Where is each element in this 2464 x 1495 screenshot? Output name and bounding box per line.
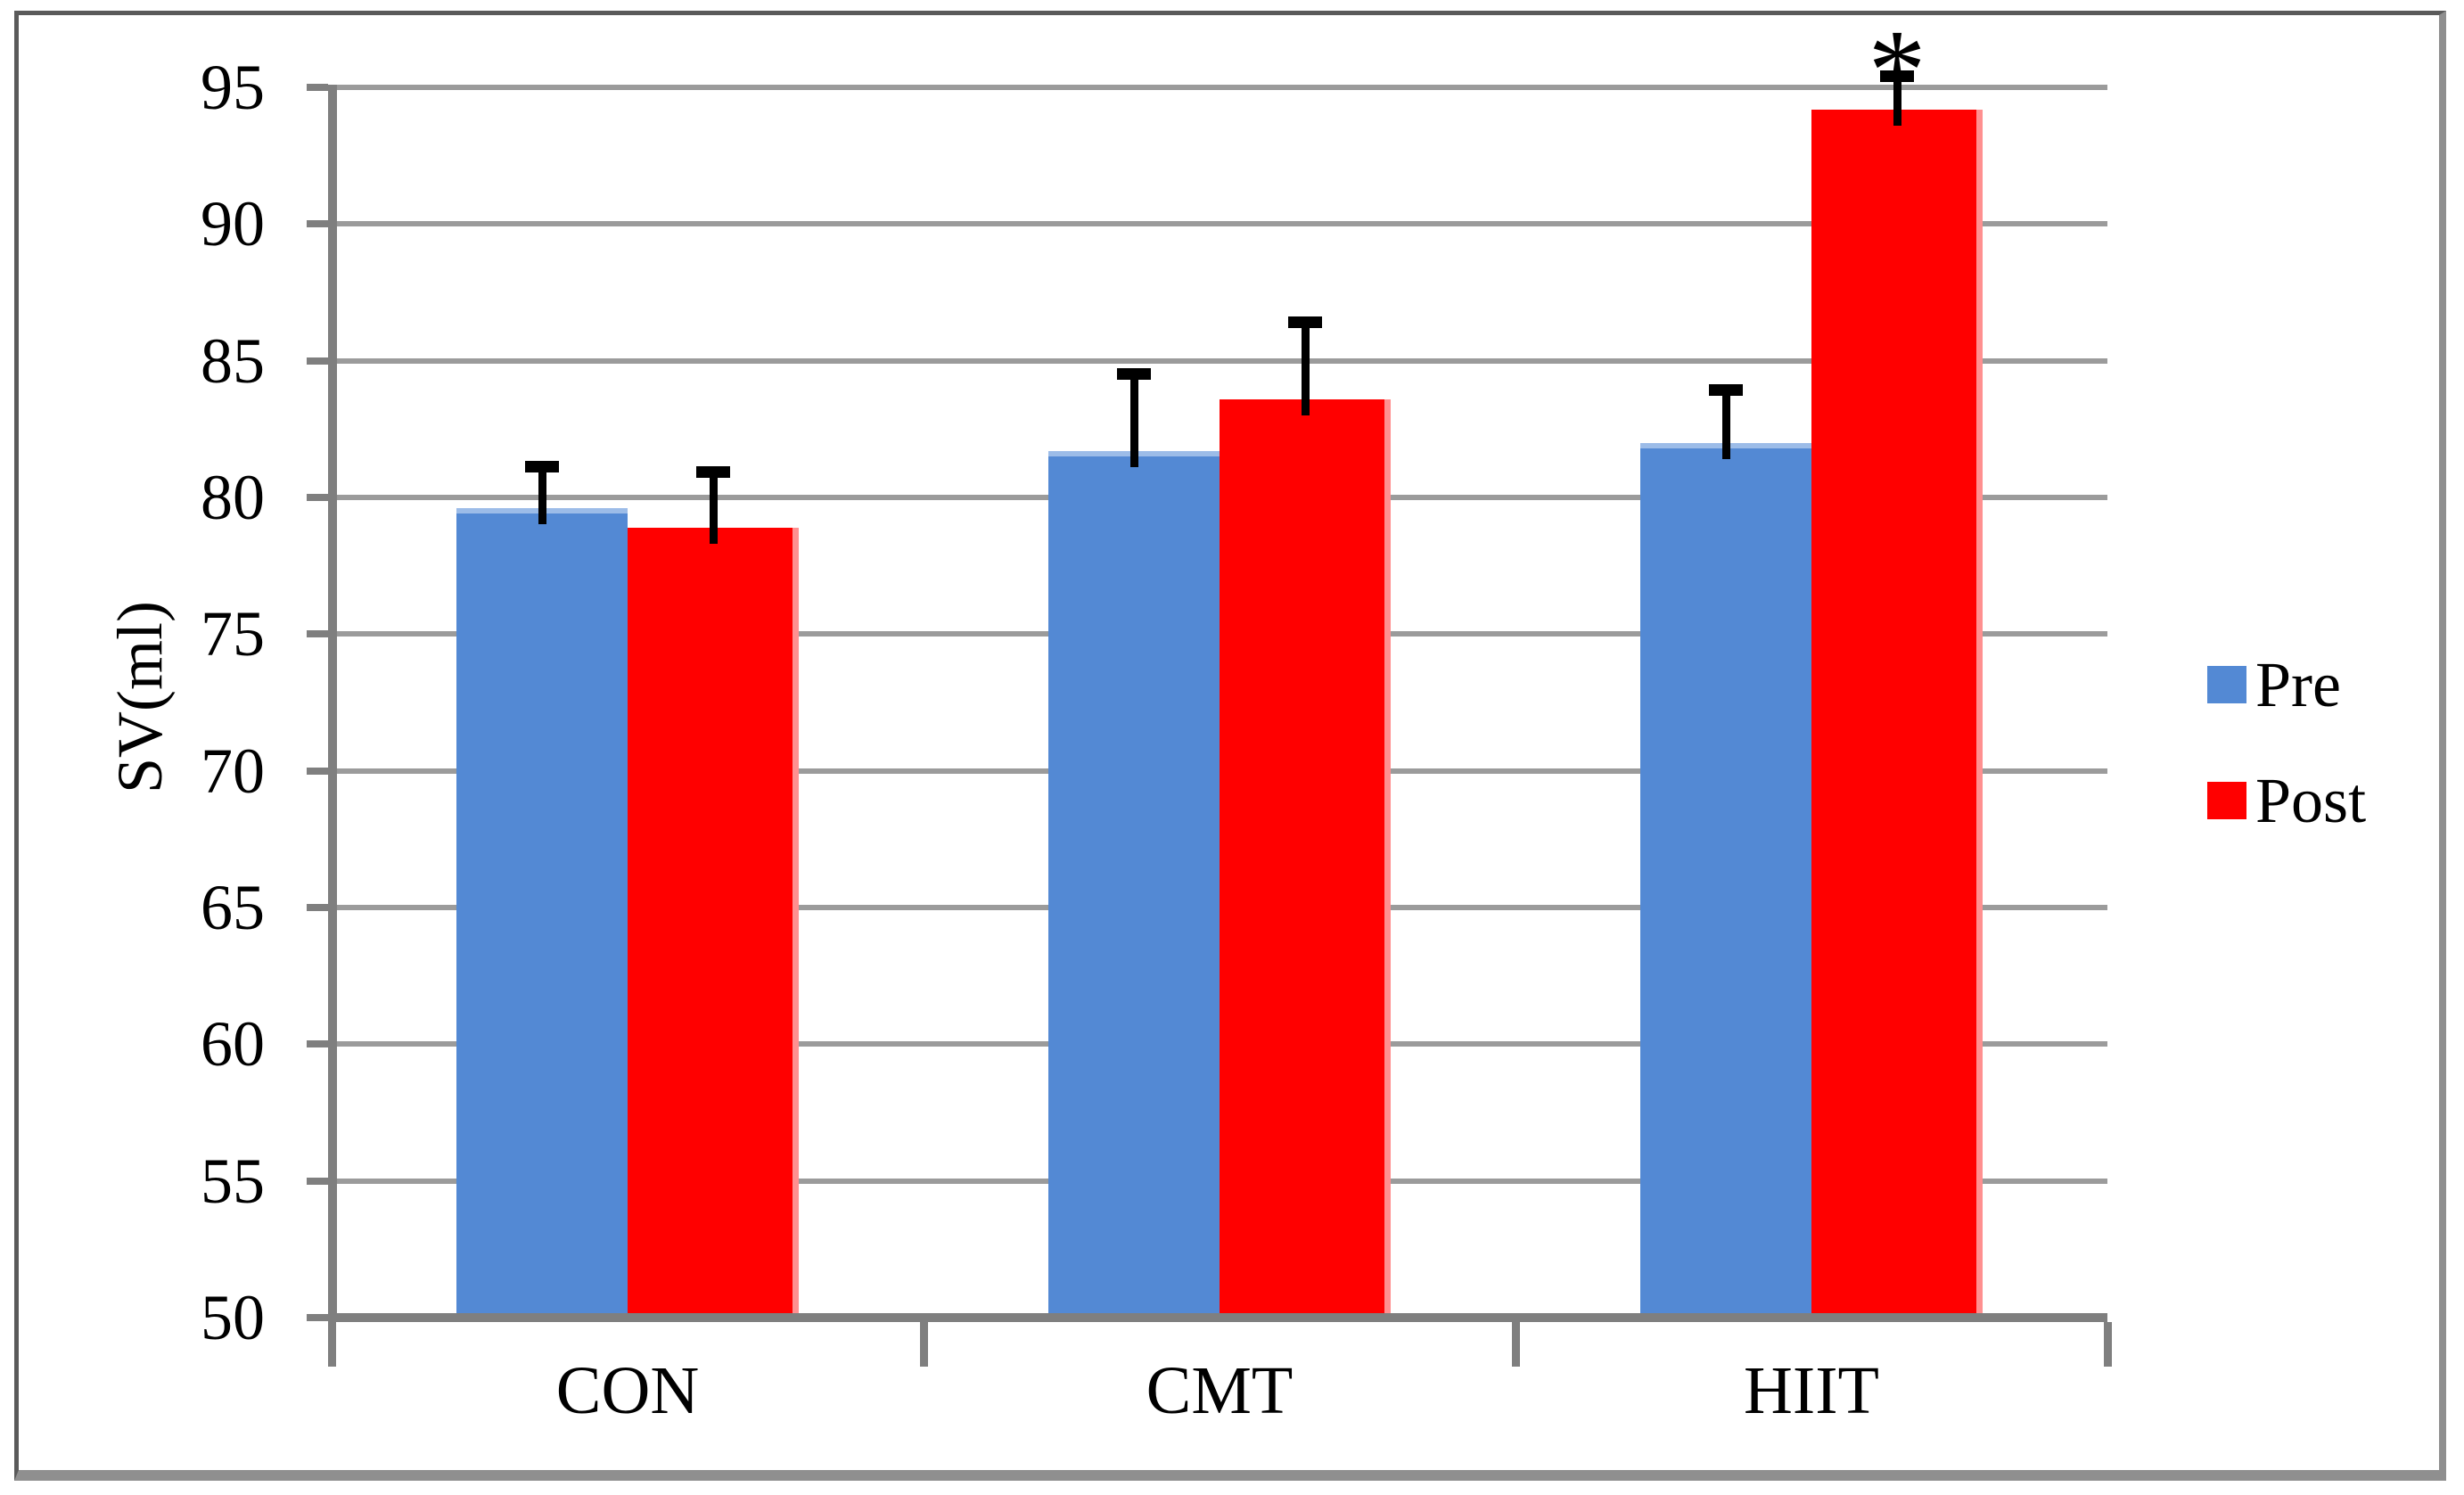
y-tick-label-70: 70 — [201, 735, 265, 807]
legend-swatch-pre — [2207, 666, 2246, 703]
y-tick-60 — [307, 1040, 328, 1047]
y-tick-label-75: 75 — [201, 598, 265, 669]
bar-pre-con — [456, 508, 628, 1313]
figure-border — [14, 11, 2446, 1481]
legend-label-post: Post — [2255, 765, 2367, 836]
y-tick-65 — [307, 904, 328, 911]
error-bar-whisker-pre-hiit — [1722, 390, 1730, 459]
error-bar-whisker-pre-cmt — [1130, 374, 1138, 467]
error-bar-whisker-post-cmt — [1302, 323, 1310, 415]
error-bar-cap-post-con — [696, 466, 730, 478]
x-label-con: CON — [555, 1353, 700, 1428]
error-bar-cap-pre-con — [525, 461, 559, 472]
bar-post-hiit — [1811, 110, 1983, 1313]
x-label-cmt: CMT — [1146, 1353, 1294, 1428]
significance-asterisk: * — [1868, 6, 1926, 135]
y-tick-70 — [307, 768, 328, 775]
y-tick-85 — [307, 357, 328, 365]
y-tick-55 — [307, 1178, 328, 1185]
y-tick-90 — [307, 220, 328, 227]
x-axis-tick — [1512, 1322, 1520, 1367]
y-tick-label-50: 50 — [201, 1282, 265, 1353]
gridline-90 — [332, 221, 2107, 226]
error-bar-cap-post-hiit — [1880, 70, 1914, 82]
error-bar-whisker-pre-con — [538, 467, 546, 524]
gridline-85 — [332, 358, 2107, 364]
y-tick-label-65: 65 — [201, 872, 265, 943]
y-tick-80 — [307, 494, 328, 501]
legend-swatch-post — [2207, 782, 2246, 819]
x-axis-tick — [920, 1322, 928, 1367]
bar-post-con — [628, 528, 799, 1313]
bar-pre-hiit — [1640, 443, 1811, 1313]
y-axis-line — [328, 85, 337, 1322]
x-axis-tick — [328, 1322, 336, 1367]
y-tick-50 — [307, 1314, 328, 1321]
x-axis-tick — [2104, 1322, 2112, 1367]
error-bar-cap-pre-cmt — [1117, 368, 1151, 380]
x-label-hiit: HIIT — [1744, 1353, 1879, 1428]
error-bar-cap-post-cmt — [1288, 316, 1322, 328]
error-bar-cap-pre-hiit — [1709, 384, 1743, 396]
y-tick-label-60: 60 — [201, 1008, 265, 1080]
y-tick-label-55: 55 — [201, 1146, 265, 1217]
gridline-95 — [332, 85, 2107, 90]
error-bar-whisker-post-hiit — [1893, 77, 1901, 126]
y-tick-label-80: 80 — [201, 462, 265, 533]
y-axis-title: SV(ml) — [104, 601, 176, 793]
y-tick-label-90: 90 — [201, 188, 265, 259]
y-tick-label-95: 95 — [201, 52, 265, 123]
y-tick-75 — [307, 630, 328, 637]
x-axis-line — [328, 1313, 2107, 1322]
legend-label-pre: Pre — [2255, 649, 2341, 720]
bar-post-cmt — [1220, 399, 1391, 1313]
y-tick-label-85: 85 — [201, 325, 265, 397]
bar-pre-cmt — [1048, 451, 1220, 1313]
error-bar-whisker-post-con — [710, 472, 718, 544]
y-tick-95 — [307, 84, 328, 91]
